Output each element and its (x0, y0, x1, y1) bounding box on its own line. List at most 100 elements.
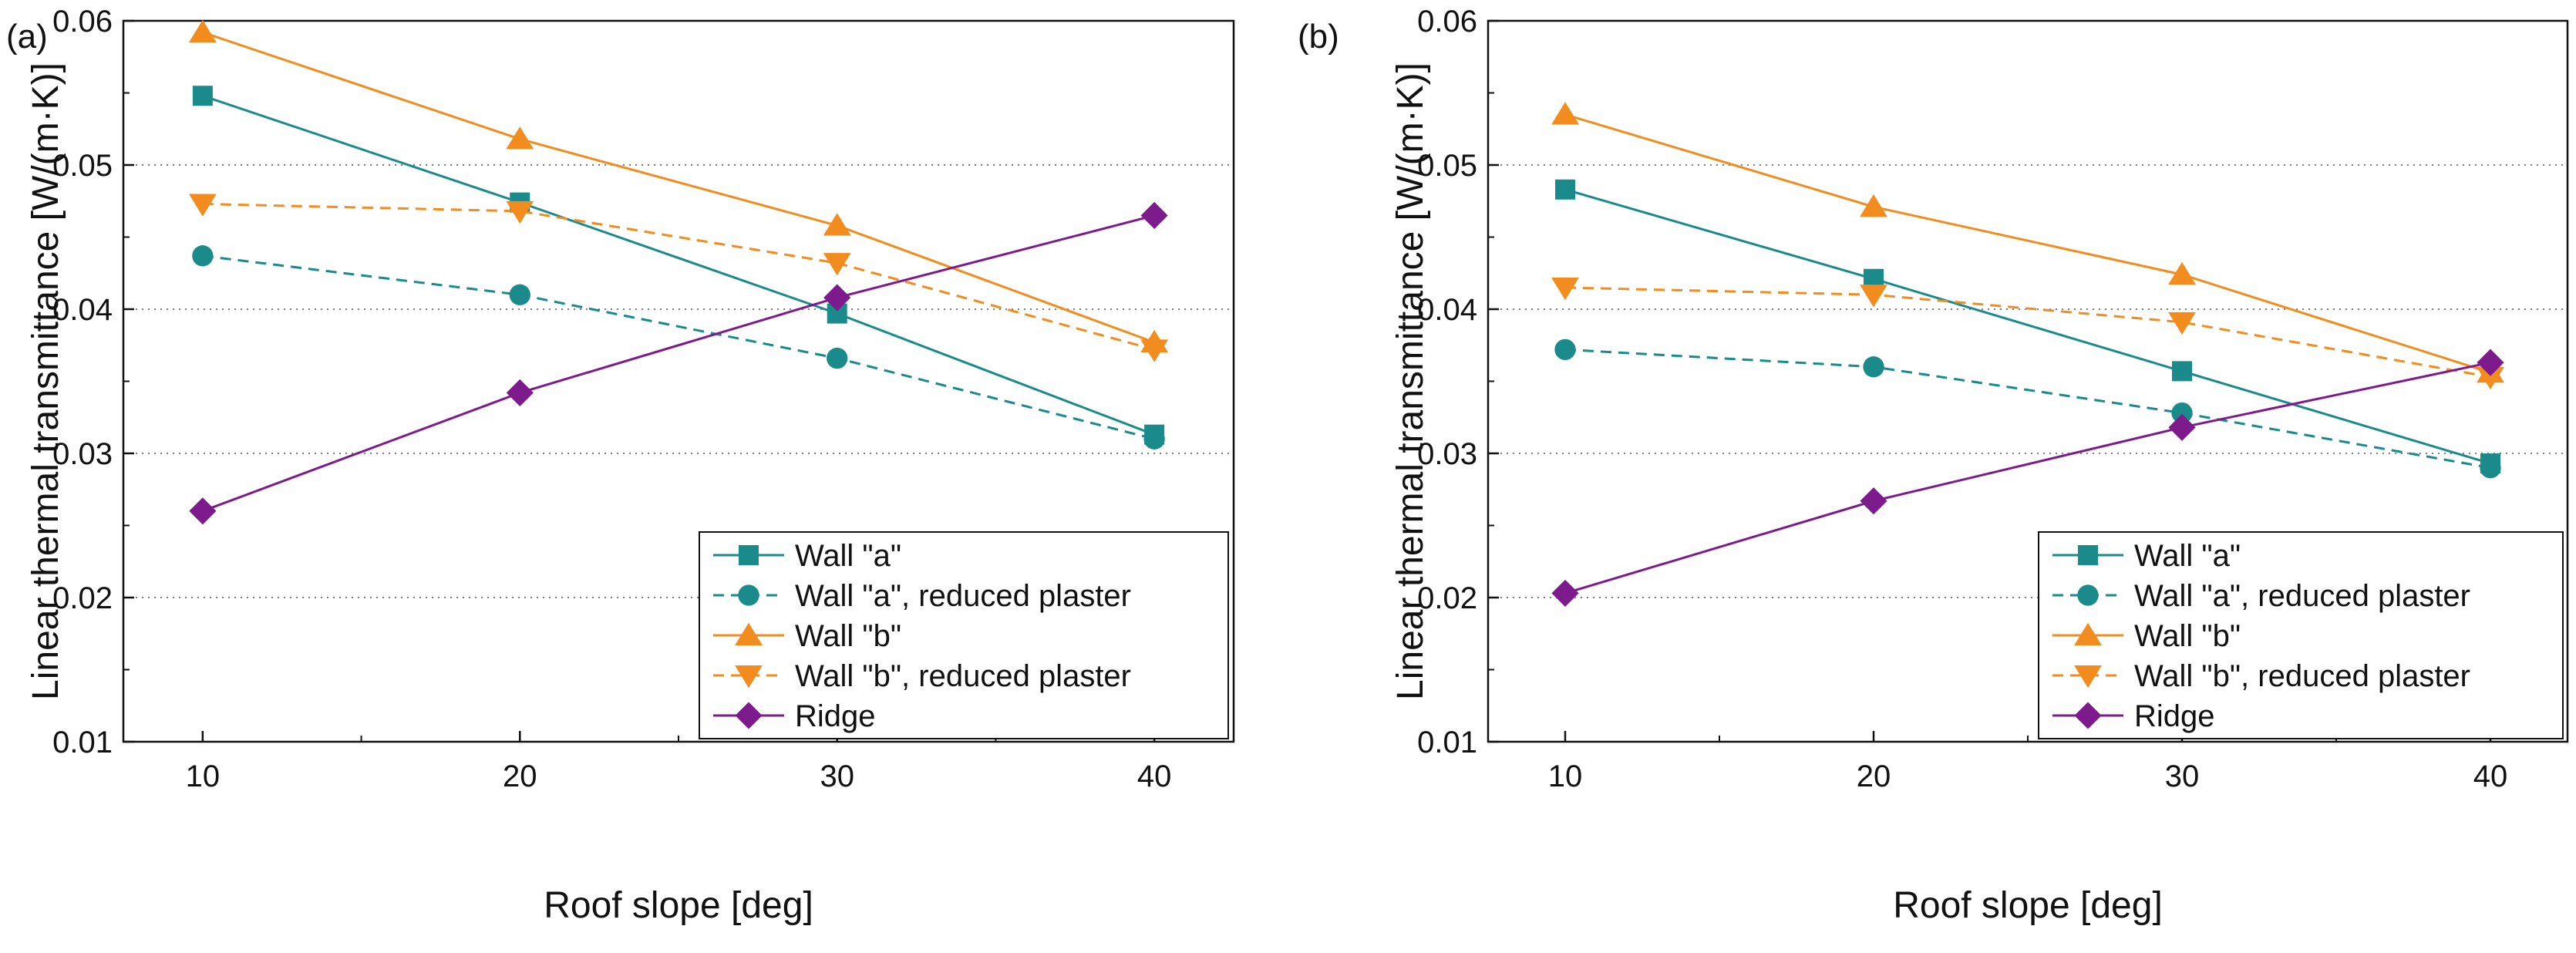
legend-marker (739, 545, 759, 565)
data-point (1860, 285, 1887, 308)
x-axis-label: Roof slope [deg] (544, 885, 813, 926)
x-axis-label: Roof slope [deg] (1893, 885, 2163, 926)
legend-label: Wall "b", reduced plaster (2134, 659, 2470, 693)
data-point (506, 126, 534, 150)
data-point (192, 86, 213, 106)
legend-marker (735, 702, 763, 729)
legend: Wall "a" Wall "a", reduced plaster Wall "b… (2038, 531, 2564, 739)
data-point (192, 245, 214, 267)
data-point (1554, 338, 1576, 361)
series-line (202, 254, 1155, 440)
series-line (202, 202, 1155, 351)
series-line (1564, 348, 2491, 470)
panel-label: (a) (6, 18, 48, 56)
series-line (202, 31, 1155, 344)
data-point (1140, 339, 1169, 362)
series-4 (189, 201, 1168, 525)
y-tick-label: 0.02 (52, 581, 113, 615)
data-point (2480, 457, 2501, 479)
y-tick-label: 0.01 (1417, 726, 1477, 759)
legend-marker (738, 584, 759, 606)
y-tick-label: 0.06 (52, 5, 113, 39)
legend-box (2038, 531, 2564, 739)
data-point (2168, 261, 2196, 285)
x-tick-label: 30 (2165, 759, 2200, 793)
y-tick-label: 0.05 (52, 149, 113, 183)
data-point (1551, 102, 1579, 125)
legend-label: Wall "b" (795, 619, 901, 653)
legend-label: Wall "a", reduced plaster (2134, 579, 2470, 613)
data-point (506, 379, 534, 407)
data-point (188, 194, 217, 217)
legend-label: Ridge (2134, 699, 2215, 733)
data-point (188, 19, 217, 42)
y-tick-label: 0.02 (1417, 581, 1477, 615)
x-tick-label: 10 (186, 759, 221, 793)
y-tick-label: 0.03 (52, 437, 113, 471)
series-2 (1551, 102, 2504, 383)
legend-label: Wall "b", reduced plaster (795, 659, 1131, 693)
legend-label: Wall "a", reduced plaster (795, 579, 1131, 613)
y-tick-label: 0.04 (52, 293, 113, 327)
legend-marker (2077, 584, 2099, 606)
data-point (1140, 201, 1168, 229)
series-1 (192, 245, 1165, 450)
y-tick-label: 0.05 (1417, 149, 1477, 183)
series-line (202, 214, 1155, 513)
x-tick-label: 10 (1548, 759, 1583, 793)
y-tick-label: 0.03 (1417, 437, 1477, 471)
legend-label: Wall "b" (2134, 619, 2241, 653)
y-axis-label: Linear thermal transmittance [W/(m·K)] (1390, 62, 1431, 700)
x-tick-label: 20 (503, 759, 537, 793)
y-tick-label: 0.04 (1417, 293, 1477, 327)
series-line (1564, 361, 2491, 594)
chart-panel-b: (b) 0.01 0.02 0.03 0.04 0.05 0.06 10 20 30 40 Roof … (1298, 5, 2569, 926)
data-point (1863, 356, 1884, 378)
series-3 (1551, 277, 2504, 390)
data-point (823, 253, 851, 276)
legend-box (699, 531, 1229, 739)
series-line (1564, 113, 2491, 374)
series-line (1564, 286, 2491, 379)
x-tick-label: 30 (820, 759, 854, 793)
data-point (2171, 402, 2193, 424)
series-line (1564, 188, 2491, 465)
series-0 (1555, 179, 2500, 474)
data-point (506, 200, 534, 224)
legend: Wall "a" Wall "a", reduced plaster Wall "b… (699, 531, 1229, 739)
series-3 (188, 194, 1169, 362)
data-point (509, 284, 530, 305)
data-point (1860, 487, 1887, 515)
y-tick-label: 0.01 (52, 726, 113, 759)
x-tick-label: 40 (2473, 759, 2508, 793)
data-point (2477, 349, 2504, 376)
legend-label: Ridge (795, 699, 876, 733)
data-point (1551, 277, 1579, 301)
data-point (2477, 366, 2504, 390)
y-tick-label: 0.06 (1417, 5, 1477, 39)
legend-label: Wall "a" (2134, 539, 2241, 573)
chart-panel-a: (a) 0.01 0.02 0.03 0.04 0.05 0.06 10 20 30 40 Roof … (6, 5, 1235, 926)
data-point (2172, 361, 2192, 382)
data-point (1551, 579, 1579, 607)
series-line (202, 94, 1155, 436)
x-tick-label: 40 (1137, 759, 1172, 793)
series-4 (1551, 349, 2504, 607)
data-point (1143, 428, 1165, 450)
data-point (2168, 413, 2196, 441)
legend-marker (2074, 622, 2102, 645)
panel-label: (b) (1298, 18, 1339, 56)
data-point (1860, 194, 1887, 217)
legend-marker (2078, 545, 2098, 565)
data-point (189, 497, 217, 525)
series-2 (188, 19, 1169, 353)
legend-marker (735, 665, 763, 689)
legend-marker (2074, 702, 2102, 729)
legend-marker (735, 622, 763, 645)
series-0 (192, 86, 1165, 445)
series-1 (1554, 338, 2501, 479)
x-tick-label: 20 (1857, 759, 1891, 793)
data-point (2168, 311, 2196, 335)
legend-label: Wall "a" (795, 539, 901, 573)
